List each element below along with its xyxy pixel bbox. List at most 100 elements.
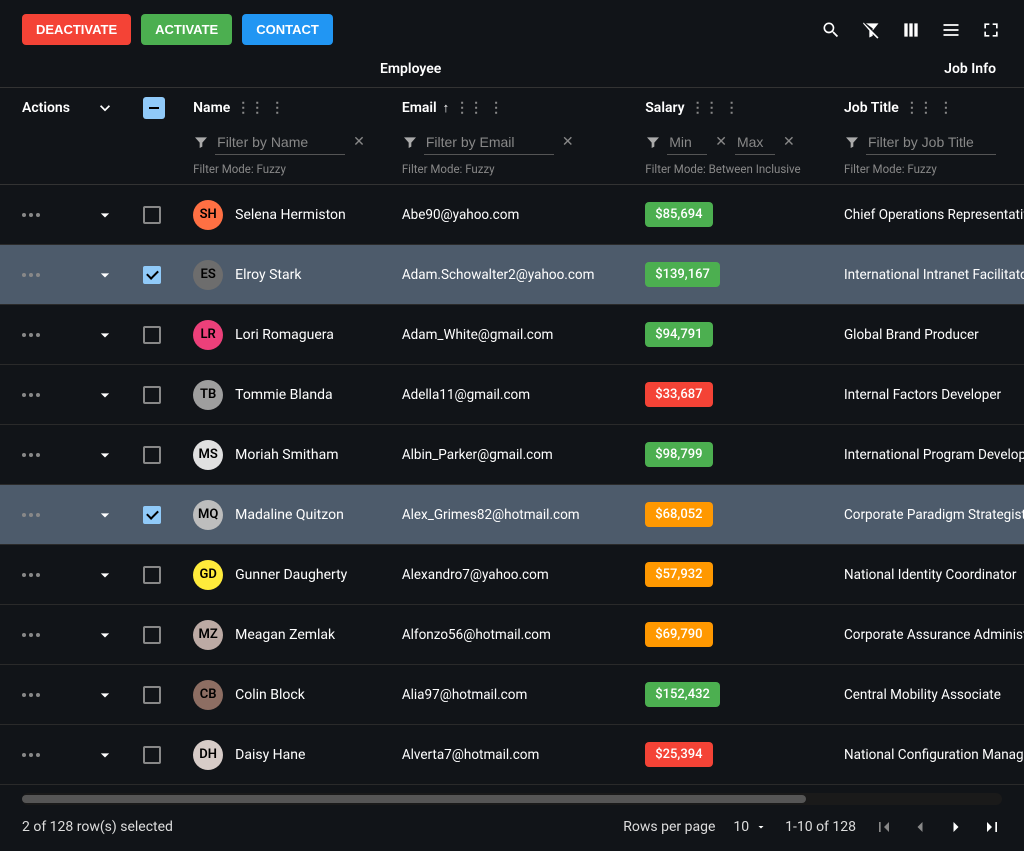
- chevron-down-icon[interactable]: [94, 504, 116, 526]
- drag-handle-icon[interactable]: ⋮⋮: [905, 100, 933, 116]
- row-expand[interactable]: [94, 444, 144, 466]
- row-checkbox[interactable]: [143, 266, 161, 284]
- row-expand[interactable]: [94, 264, 144, 286]
- rows-per-page-select[interactable]: 10: [733, 819, 767, 835]
- table-row[interactable]: CBColin BlockAlia97@hotmail.com$152,432C…: [0, 665, 1024, 725]
- prev-page-icon[interactable]: [910, 817, 930, 837]
- chevron-down-icon[interactable]: [94, 264, 116, 286]
- row-checkbox[interactable]: [143, 206, 161, 224]
- row-expand[interactable]: [94, 324, 144, 346]
- clear-filter-icon[interactable]: ✕: [713, 134, 729, 150]
- column-menu-icon[interactable]: ⋮: [489, 100, 503, 116]
- row-checkbox[interactable]: [143, 746, 161, 764]
- horizontal-scrollbar[interactable]: [22, 793, 1002, 805]
- row-expand[interactable]: [94, 744, 144, 766]
- more-actions-icon[interactable]: [22, 633, 40, 637]
- drag-handle-icon[interactable]: ⋮⋮: [691, 100, 719, 116]
- chevron-down-icon[interactable]: [94, 684, 116, 706]
- scrollbar-thumb[interactable]: [22, 795, 806, 803]
- select-all-checkbox[interactable]: [143, 97, 165, 119]
- more-actions-icon[interactable]: [22, 573, 40, 577]
- row-actions[interactable]: [22, 753, 94, 757]
- chevron-down-icon[interactable]: [94, 444, 116, 466]
- activate-button[interactable]: ACTIVATE: [141, 14, 232, 45]
- table-row[interactable]: GDGunner DaughertyAlexandro7@yahoo.com$5…: [0, 545, 1024, 605]
- column-menu-icon[interactable]: ⋮: [725, 100, 739, 116]
- table-row[interactable]: SHSelena HermistonAbe90@yahoo.com$85,694…: [0, 185, 1024, 245]
- sort-asc-icon[interactable]: ↑: [443, 100, 450, 116]
- table-row[interactable]: DHDaisy HaneAlverta7@hotmail.com$25,394N…: [0, 725, 1024, 785]
- more-actions-icon[interactable]: [22, 393, 40, 397]
- density-icon[interactable]: [940, 19, 962, 41]
- deactivate-button[interactable]: DEACTIVATE: [22, 14, 131, 45]
- table-row[interactable]: MQMadaline QuitzonAlex_Grimes82@hotmail.…: [0, 485, 1024, 545]
- last-page-icon[interactable]: [982, 817, 1002, 837]
- table-row[interactable]: TBTommie BlandaAdella11@gmail.com$33,687…: [0, 365, 1024, 425]
- chevron-down-icon[interactable]: [94, 624, 116, 646]
- filter-off-icon[interactable]: [860, 19, 882, 41]
- fullscreen-icon[interactable]: [980, 19, 1002, 41]
- table-row[interactable]: ESElroy StarkAdam.Schowalter2@yahoo.com$…: [0, 245, 1024, 305]
- more-actions-icon[interactable]: [22, 513, 40, 517]
- col-salary-label[interactable]: Salary: [645, 100, 684, 116]
- table-row[interactable]: MSMoriah SmithamAlbin_Parker@gmail.com$9…: [0, 425, 1024, 485]
- row-checkbox[interactable]: [143, 566, 161, 584]
- filter-job-input[interactable]: [866, 130, 996, 155]
- more-actions-icon[interactable]: [22, 693, 40, 697]
- row-expand[interactable]: [94, 684, 144, 706]
- expand-all-toggle[interactable]: [94, 97, 116, 119]
- chevron-down-icon[interactable]: [94, 384, 116, 406]
- row-checkbox[interactable]: [143, 386, 161, 404]
- more-actions-icon[interactable]: [22, 753, 40, 757]
- row-checkbox[interactable]: [143, 506, 161, 524]
- more-actions-icon[interactable]: [22, 453, 40, 457]
- filter-salary-max-input[interactable]: [735, 130, 775, 155]
- row-expand[interactable]: [94, 384, 144, 406]
- row-actions[interactable]: [22, 273, 94, 277]
- row-actions[interactable]: [22, 393, 94, 397]
- chevron-down-icon[interactable]: [94, 204, 116, 226]
- chevron-down-icon[interactable]: [94, 324, 116, 346]
- more-actions-icon[interactable]: [22, 333, 40, 337]
- search-icon[interactable]: [820, 19, 842, 41]
- chevron-down-icon[interactable]: [94, 564, 116, 586]
- row-actions[interactable]: [22, 213, 94, 217]
- clear-filter-icon[interactable]: ✕: [560, 134, 576, 150]
- table-row[interactable]: MZMeagan ZemlakAlfonzo56@hotmail.com$69,…: [0, 605, 1024, 665]
- columns-icon[interactable]: [900, 19, 922, 41]
- clear-filter-icon[interactable]: ✕: [781, 134, 797, 150]
- more-actions-icon[interactable]: [22, 213, 40, 217]
- col-email-label[interactable]: Email: [402, 100, 437, 116]
- clear-filter-icon[interactable]: ✕: [351, 134, 367, 150]
- filter-email-input[interactable]: [424, 130, 554, 155]
- chevron-down-icon[interactable]: [94, 744, 116, 766]
- row-checkbox[interactable]: [143, 326, 161, 344]
- row-expand[interactable]: [94, 564, 144, 586]
- row-expand[interactable]: [94, 504, 144, 526]
- row-actions[interactable]: [22, 693, 94, 697]
- row-actions[interactable]: [22, 633, 94, 637]
- filter-salary-min-input[interactable]: [667, 130, 707, 155]
- column-menu-icon[interactable]: ⋮: [270, 100, 284, 116]
- column-menu-icon[interactable]: ⋮: [939, 100, 953, 116]
- avatar: DH: [193, 740, 223, 770]
- row-actions[interactable]: [22, 453, 94, 457]
- row-checkbox[interactable]: [143, 626, 161, 644]
- more-actions-icon[interactable]: [22, 273, 40, 277]
- drag-handle-icon[interactable]: ⋮⋮: [236, 100, 264, 116]
- contact-button[interactable]: CONTACT: [242, 14, 333, 45]
- drag-handle-icon[interactable]: ⋮⋮: [455, 100, 483, 116]
- row-expand[interactable]: [94, 204, 144, 226]
- table-row[interactable]: LRLori RomagueraAdam_White@gmail.com$94,…: [0, 305, 1024, 365]
- filter-name-input[interactable]: [215, 130, 345, 155]
- first-page-icon[interactable]: [874, 817, 894, 837]
- col-name-label[interactable]: Name: [193, 100, 230, 116]
- next-page-icon[interactable]: [946, 817, 966, 837]
- row-expand[interactable]: [94, 624, 144, 646]
- row-checkbox[interactable]: [143, 446, 161, 464]
- col-job-label[interactable]: Job Title: [844, 100, 899, 116]
- row-actions[interactable]: [22, 513, 94, 517]
- row-actions[interactable]: [22, 573, 94, 577]
- row-actions[interactable]: [22, 333, 94, 337]
- row-checkbox[interactable]: [143, 686, 161, 704]
